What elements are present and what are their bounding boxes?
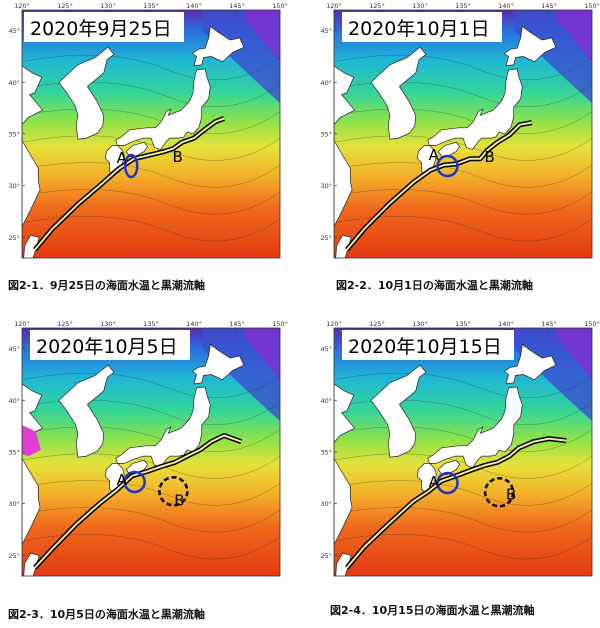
caption-1: 図2-1．9月25日の海面水温と黒潮流軸	[8, 279, 205, 292]
lon-tick-label: 130°	[412, 320, 428, 328]
lon-tick-label: 125°	[57, 320, 73, 328]
sst-map-panel-2: 120° 125° 130° 135° 140° 145° 150° 45° 40° 35° 30°…	[312, 0, 600, 272]
lon-tick-label: 130°	[412, 2, 428, 10]
lon-tick-label: 145°	[541, 2, 557, 10]
lon-tick-label: 140°	[498, 320, 514, 328]
sst-map-svg: 120° 125° 130° 135° 140° 145° 150° 45° 40° 35° 30°…	[320, 2, 600, 259]
lon-tick-label: 135°	[143, 2, 159, 10]
lat-tick-label: 30°	[320, 182, 332, 190]
lat-tick-label: 45°	[320, 27, 332, 35]
lat-tick-label: 35°	[8, 131, 20, 139]
sst-map-panel-4: 120° 125° 130° 135° 140° 145° 150° 45° 40° 35° 30°…	[312, 318, 600, 590]
date-label-box	[24, 12, 184, 42]
circle-a	[436, 471, 459, 495]
lat-tick-label: 45°	[8, 345, 20, 353]
lon-tick-label: 120°	[14, 2, 30, 10]
lon-tick-label: 120°	[326, 2, 342, 10]
lat-tick-label: 40°	[8, 397, 20, 405]
lon-tick-label: 135°	[143, 320, 159, 328]
lon-tick-label: 150°	[584, 320, 600, 328]
caption-2: 図2-2．10月1日の海面水温と黒潮流軸	[336, 279, 533, 292]
circle-b-dashed	[158, 476, 189, 507]
lon-tick-label: 140°	[186, 320, 202, 328]
lon-tick-label: 125°	[369, 320, 385, 328]
sst-map-panel-1: 120° 125° 130° 135° 140° 145° 150° 45° 40° 35° 30°…	[0, 0, 290, 272]
date-label-box	[342, 12, 502, 42]
lat-tick-label: 40°	[320, 79, 332, 87]
circle-a	[436, 154, 459, 178]
caption-4: 図2-4．10月15日の海面水温と黒潮流軸	[330, 604, 535, 617]
lon-tick-label: 125°	[369, 2, 385, 10]
sst-map-panel-3: 120° 125° 130° 135° 140° 145° 150° 45° 40° 35° 30°…	[0, 318, 290, 590]
marker-b-label: B	[173, 148, 183, 166]
marker-a-label: A	[429, 473, 440, 491]
date-label: 2020年9月25日	[30, 18, 172, 40]
lat-tick-label: 40°	[320, 397, 332, 405]
marker-a-label: A	[429, 146, 440, 164]
lat-tick-label: 25°	[320, 234, 332, 242]
lat-tick-label: 30°	[8, 182, 20, 190]
lat-tick-label: 30°	[320, 500, 332, 508]
lon-tick-label: 120°	[326, 320, 342, 328]
sst-map-svg: 120° 125° 130° 135° 140° 145° 150° 45° 40° 35° 30°…	[320, 320, 600, 577]
marker-a-label: A	[117, 471, 128, 489]
marker-b-label: B	[506, 486, 516, 504]
lon-tick-label: 145°	[229, 320, 245, 328]
circle-a	[123, 153, 139, 179]
lon-tick-label: 130°	[100, 2, 116, 10]
lon-tick-label: 140°	[498, 2, 514, 10]
lon-tick-label: 150°	[272, 320, 288, 328]
caption-3: 図2-3．10月5日の海面水温と黒潮流軸	[8, 608, 205, 621]
circle-a	[123, 470, 146, 494]
marker-b-label: B	[485, 148, 495, 166]
lat-tick-label: 45°	[8, 27, 20, 35]
sst-map-svg: 120° 125° 130° 135° 140° 145° 150° 45° 40° 35° 30°…	[8, 320, 288, 577]
date-label: 2020年10月5日	[36, 336, 178, 358]
lon-tick-label: 140°	[186, 2, 202, 10]
marker-b-label: B	[174, 492, 184, 510]
marker-a-label: A	[117, 149, 128, 167]
lon-tick-label: 145°	[229, 2, 245, 10]
date-label-box	[30, 330, 190, 360]
lon-tick-label: 120°	[14, 320, 30, 328]
lat-tick-label: 35°	[320, 131, 332, 139]
lon-tick-label: 150°	[272, 2, 288, 10]
lon-tick-label: 130°	[100, 320, 116, 328]
date-label: 2020年10月1日	[348, 18, 490, 40]
lat-tick-label: 40°	[8, 79, 20, 87]
lat-tick-label: 45°	[320, 345, 332, 353]
date-label-box	[342, 330, 514, 360]
lat-tick-label: 35°	[8, 449, 20, 457]
lon-tick-label: 150°	[584, 2, 600, 10]
date-label: 2020年10月15日	[348, 336, 502, 358]
lat-tick-label: 25°	[8, 234, 20, 242]
lon-tick-label: 145°	[541, 320, 557, 328]
lon-tick-label: 125°	[57, 2, 73, 10]
lat-tick-label: 30°	[8, 500, 20, 508]
lon-tick-label: 135°	[455, 320, 471, 328]
lat-tick-label: 25°	[8, 552, 20, 560]
lat-tick-label: 25°	[320, 552, 332, 560]
sst-map-svg: 120° 125° 130° 135° 140° 145° 150° 45° 40° 35° 30°…	[8, 2, 288, 259]
lon-tick-label: 135°	[455, 2, 471, 10]
lat-tick-label: 35°	[320, 449, 332, 457]
